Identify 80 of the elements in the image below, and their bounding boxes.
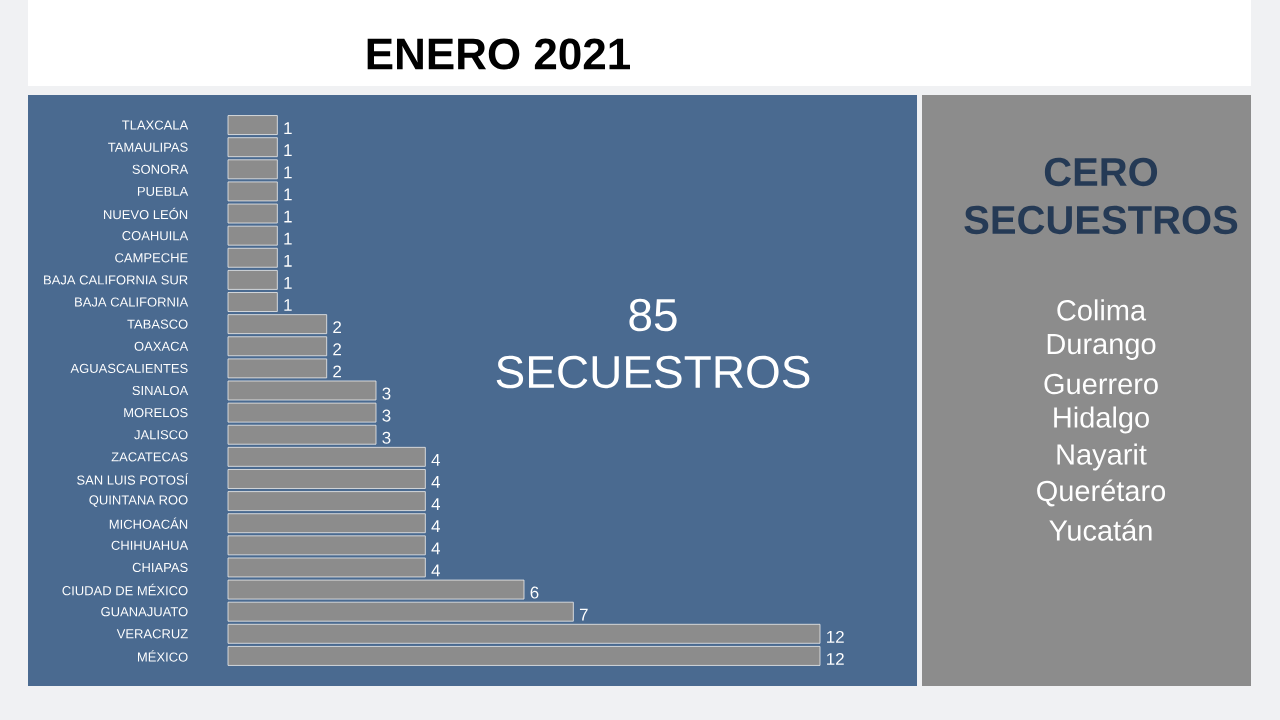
y-tick-label: QUINTANA ROO: [89, 495, 188, 507]
y-tick-label: OAXACA: [134, 341, 189, 351]
y-tick-label: TABASCO: [127, 319, 188, 329]
data-label: 2: [333, 343, 341, 356]
bar: [227, 535, 426, 556]
bar: [227, 491, 426, 511]
data-label: 1: [284, 166, 292, 179]
y-tick-label: SINALOA: [132, 385, 189, 396]
data-label: 1: [284, 277, 292, 289]
data-label: 2: [333, 365, 341, 378]
text: Guerrero: [1044, 373, 1158, 395]
data-label: 3: [382, 431, 391, 444]
bar: [227, 623, 821, 644]
data-label: 4: [431, 542, 441, 555]
data-label: 1: [284, 210, 292, 223]
y-tick-label: NUEVO LEÓN: [104, 207, 188, 220]
bar: [227, 115, 278, 135]
data-label: 7: [579, 608, 588, 621]
y-tick-label: MÉXICO: [137, 650, 188, 662]
data-label: 1: [284, 122, 292, 134]
data-label: 6: [530, 586, 539, 599]
y-tick-label: GUANAJUATO: [101, 607, 188, 617]
y-tick-label: CIUDAD DE MÉXICO: [62, 583, 188, 596]
data-label: 2: [333, 321, 341, 334]
data-label: 4: [431, 564, 441, 577]
data-label: 1: [284, 254, 292, 267]
data-label: 4: [431, 498, 441, 510]
chart-title: ENERO 2021: [367, 38, 630, 70]
bar: [227, 225, 278, 246]
annotation: 85: [629, 298, 677, 332]
data-label: 4: [431, 476, 441, 488]
bar: [227, 336, 328, 357]
y-tick-label: TAMAULIPAS: [108, 142, 188, 152]
text: Hidalgo: [1054, 406, 1149, 434]
y-tick-label: MORELOS: [124, 408, 188, 418]
y-tick-label: JALISCO: [134, 430, 188, 440]
data-label: 4: [431, 520, 441, 533]
bar: [227, 292, 278, 312]
data-label: 4: [431, 454, 441, 466]
annotation: SECUESTROS: [496, 355, 810, 389]
data-label: 1: [284, 299, 292, 311]
y-tick-label: ZACATECAS: [111, 452, 188, 462]
text: Nayarit: [1057, 443, 1147, 471]
y-tick-label: VERACRUZ: [116, 629, 188, 639]
text: Querétaro: [1037, 479, 1166, 507]
bar: [227, 446, 426, 467]
bar: [227, 469, 426, 489]
y-tick-label: CHIHUAHUA: [111, 540, 189, 550]
bar: [227, 247, 278, 268]
y-tick-label: TLAXCALA: [122, 120, 189, 130]
y-tick-label: BAJA CALIFORNIA SUR: [44, 275, 188, 285]
data-label: 1: [284, 188, 292, 201]
bar: [227, 137, 278, 158]
y-tick-label: SAN LUIS POTOSÍ: [77, 473, 189, 485]
data-label: 12: [827, 653, 844, 665]
bar: [227, 314, 328, 335]
text: SECUESTROS: [964, 205, 1238, 235]
data-label: 1: [284, 144, 292, 157]
y-tick-label: PUEBLA: [137, 186, 189, 196]
bar: [227, 513, 426, 534]
data-label: 3: [382, 409, 391, 422]
text: Colima: [1057, 299, 1147, 321]
text: CERO: [1044, 157, 1158, 187]
y-tick-label: AGUASCALIENTES: [70, 363, 188, 373]
data-label: 12: [827, 630, 844, 643]
bar: [227, 270, 278, 290]
y-tick-label: CAMPECHE: [115, 253, 188, 263]
bar: [227, 646, 821, 666]
y-tick-label: SONORA: [132, 164, 189, 174]
y-tick-label: CHIAPAS: [132, 562, 188, 573]
y-tick-label: BAJA CALIFORNIA: [75, 297, 189, 307]
text: Durango: [1047, 334, 1156, 360]
bar: [227, 159, 278, 180]
text: Yucatán: [1049, 519, 1152, 541]
y-tick-label: COAHUILA: [122, 231, 189, 241]
data-label: 3: [382, 387, 391, 400]
y-tick-label: MICHOACÁN: [109, 517, 188, 529]
data-label: 1: [284, 232, 292, 245]
bar: [227, 424, 377, 445]
bar: [227, 601, 574, 622]
